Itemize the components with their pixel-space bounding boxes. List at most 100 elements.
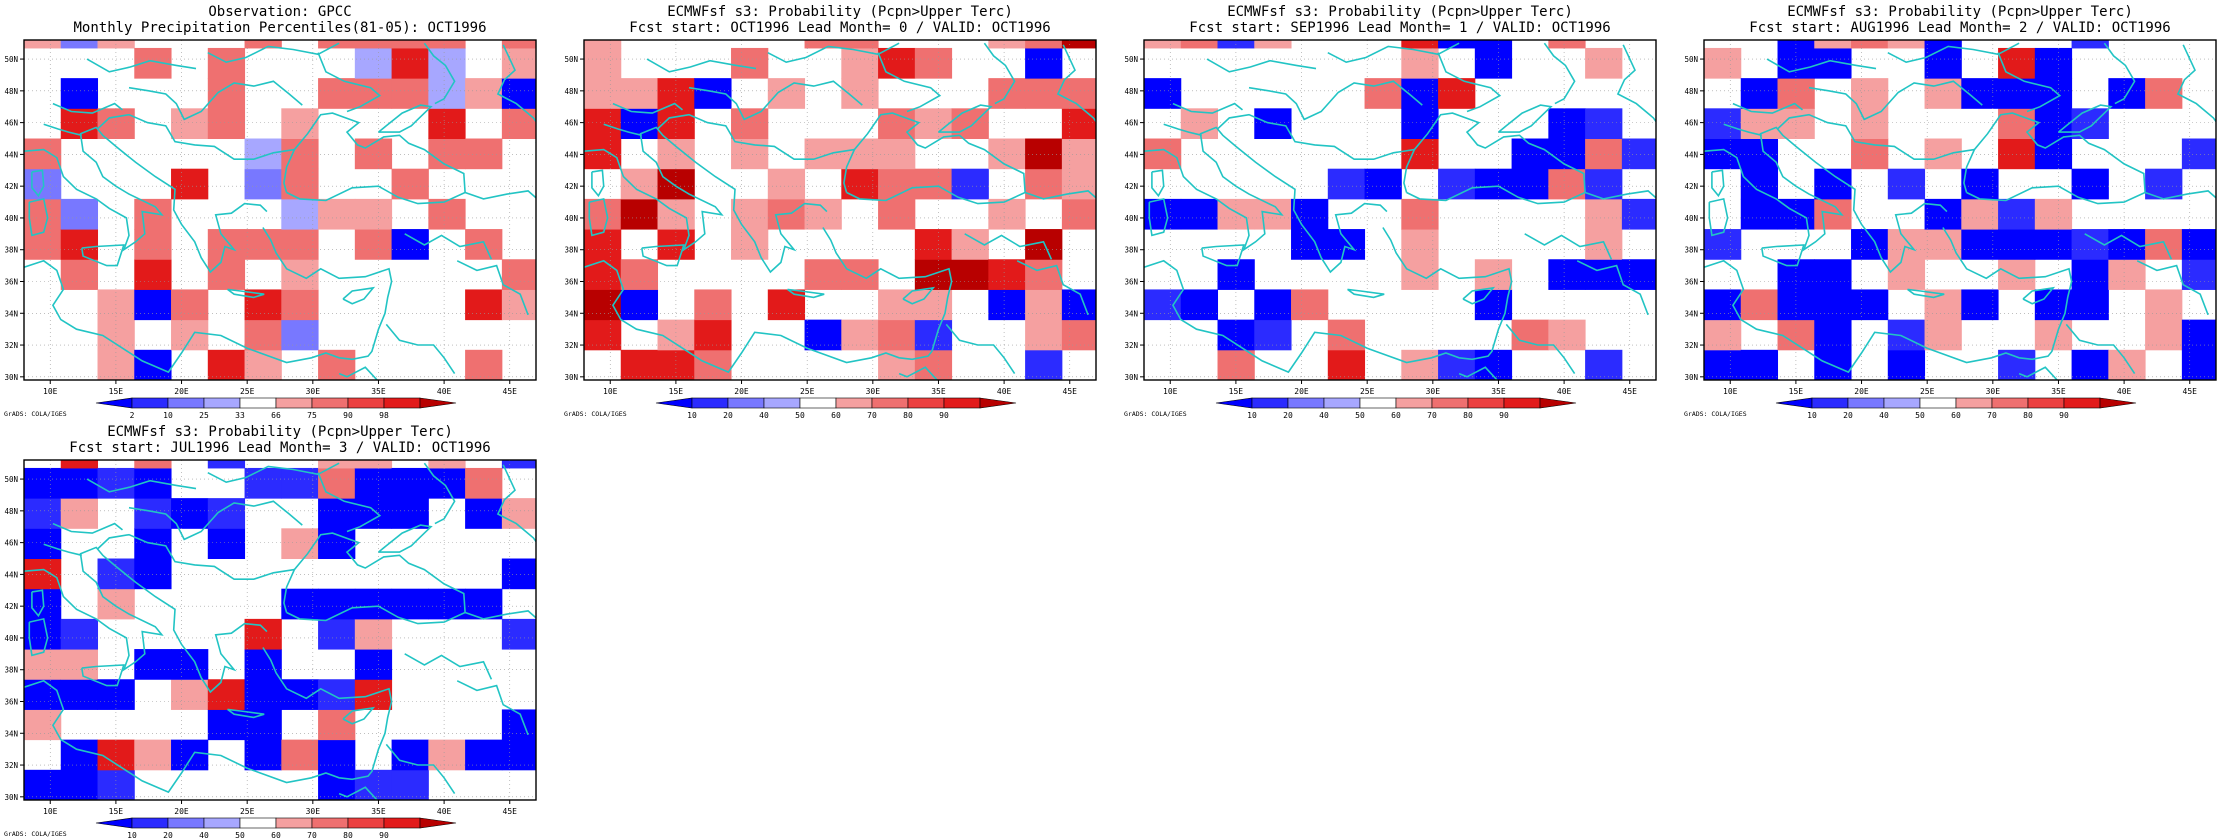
lon-tick-label: 20E <box>174 387 189 396</box>
colorbar-tick-label: 10 <box>1247 411 1257 420</box>
lat-tick-label: 30N <box>4 373 18 382</box>
shaded-cell <box>354 198 393 230</box>
shaded-cell <box>134 739 172 771</box>
shaded-cell <box>465 349 503 380</box>
shaded-cell <box>1814 198 1852 230</box>
lat-tick-label: 32N <box>564 341 578 350</box>
shaded-cell <box>2034 78 2073 109</box>
coastline <box>2136 260 2209 316</box>
shaded-cell <box>767 289 806 321</box>
shaded-cell <box>1025 289 1063 321</box>
shaded-cell <box>281 588 319 620</box>
shaded-cell <box>1998 138 2036 170</box>
lat-tick-label: 46N <box>1124 119 1138 128</box>
lat-tick-label: 44N <box>564 150 578 159</box>
shaded-cell <box>60 198 99 230</box>
coastline <box>86 478 197 493</box>
shaded-cell <box>1704 108 1742 140</box>
shaded-cell <box>1924 319 1962 351</box>
shaded-cell <box>1887 40 1926 49</box>
shaded-cell <box>134 460 172 469</box>
shaded-cell <box>1961 229 1999 260</box>
shaded-cell <box>207 78 246 109</box>
shaded-cell <box>731 229 769 260</box>
lat-tick-label: 40N <box>1124 214 1138 223</box>
shaded-cell <box>1364 168 1402 200</box>
coastline <box>1616 44 1656 123</box>
colorbar-tick-label: 60 <box>1951 411 1961 420</box>
coastline <box>1907 288 1945 299</box>
shaded-cell <box>1621 259 1656 290</box>
shaded-cell <box>428 138 466 170</box>
colorbar-tick-label: 80 <box>343 831 353 840</box>
shaded-cell <box>244 649 282 680</box>
shaded-cell <box>465 289 503 321</box>
shaded-cell <box>171 649 209 680</box>
shaded-cell <box>244 168 282 200</box>
lon-tick-label: 20E <box>174 807 189 816</box>
shaded-cell <box>1740 138 1779 170</box>
shaded-cell <box>354 498 393 529</box>
shaded-cell <box>988 40 1026 49</box>
shaded-cell <box>1254 319 1292 351</box>
shaded-cell <box>1924 40 1962 49</box>
shaded-cell <box>134 649 172 680</box>
colorbar-tick-label: 98 <box>379 411 389 420</box>
lon-tick-label: 40E <box>997 387 1012 396</box>
lat-tick-label: 34N <box>4 729 18 738</box>
shaded-cell <box>2034 198 2073 230</box>
lat-tick-label: 36N <box>4 697 18 706</box>
coastline <box>937 104 993 133</box>
shaded-cell <box>1180 289 1219 321</box>
shaded-cell <box>1924 229 1962 260</box>
coastline <box>902 286 936 305</box>
coastline <box>81 664 125 687</box>
grads-credit: GrADS: COLA/IGES <box>1684 410 1747 418</box>
shaded-cell <box>1851 138 1889 170</box>
shaded-cell <box>24 528 62 560</box>
coastline <box>584 126 828 274</box>
coastline <box>612 102 683 114</box>
lat-tick-label: 34N <box>564 309 578 318</box>
shaded-cell <box>2034 108 2073 140</box>
shaded-cell <box>60 460 99 469</box>
colorbar-swatch <box>95 397 133 409</box>
map-panel-4: ECMWFsf s3: Probability (Pcpn>Upper Terc… <box>1684 4 2217 420</box>
lat-tick-label: 38N <box>1684 246 1698 255</box>
coastline <box>283 532 466 625</box>
shaded-cell <box>1401 349 1439 380</box>
shaded-cell <box>207 108 246 140</box>
coastline <box>1163 123 1202 137</box>
shaded-cell <box>134 198 172 230</box>
colorbar-tick-label: 80 <box>903 411 913 420</box>
shaded-cell <box>24 709 62 741</box>
shaded-cell <box>988 259 1026 290</box>
colorbar-swatch <box>727 397 765 409</box>
shaded-cell <box>207 498 246 529</box>
coastline <box>24 546 268 694</box>
coastline <box>588 197 609 237</box>
shaded-cell <box>914 108 953 140</box>
shaded-cell <box>244 467 282 499</box>
lat-tick-label: 38N <box>4 666 18 675</box>
shaded-cell <box>2145 319 2183 351</box>
shaded-cell <box>1144 138 1182 170</box>
panel-subtitle: Fcst start: SEP1996 Lead Month= 1 / VALI… <box>1189 20 1610 36</box>
map-plot-area <box>24 40 536 380</box>
coastline <box>983 42 1016 105</box>
grads-credit: GrADS: COLA/IGES <box>4 410 67 418</box>
colorbar-swatch <box>1847 397 1885 409</box>
lon-tick-label: 35E <box>931 387 946 396</box>
lon-tick-label: 35E <box>1491 387 1506 396</box>
shaded-cell <box>391 498 429 529</box>
coastline <box>28 617 49 657</box>
shaded-cell <box>584 319 622 351</box>
colorbar-swatch <box>275 397 313 409</box>
colorbar-swatch <box>763 397 801 409</box>
lon-tick-label: 45E <box>1623 387 1638 396</box>
coastline <box>1347 288 1385 299</box>
grads-credit: GrADS: COLA/IGES <box>4 830 67 838</box>
shaded-cell <box>501 618 536 650</box>
colorbar-swatch <box>691 397 729 409</box>
coastline <box>24 227 393 374</box>
